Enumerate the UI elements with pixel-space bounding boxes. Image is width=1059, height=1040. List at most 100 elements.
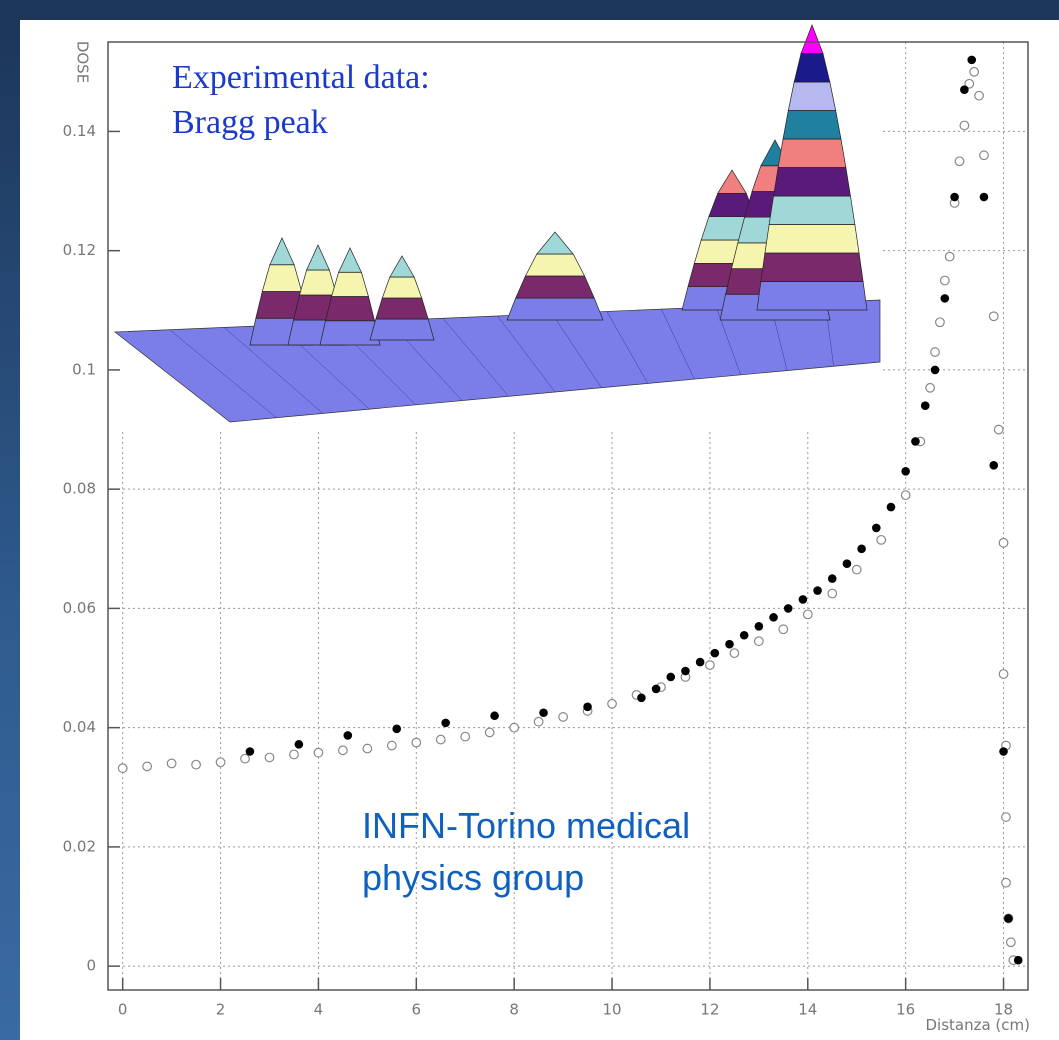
data-point <box>142 761 153 772</box>
y-tick-label: 0 <box>86 957 96 975</box>
data-point <box>710 648 720 658</box>
data-point <box>989 461 999 470</box>
peak-band <box>787 81 837 111</box>
data-point <box>583 702 592 712</box>
peak-band <box>375 297 429 320</box>
data-point <box>117 763 128 774</box>
peak-band <box>369 318 435 341</box>
mesh-line <box>551 313 602 388</box>
data-point <box>998 669 1009 679</box>
data-point <box>901 466 910 476</box>
peak-band <box>800 24 824 54</box>
mesh-line <box>497 315 556 393</box>
data-point <box>783 604 793 613</box>
data-point <box>240 753 250 764</box>
data-point <box>392 724 402 734</box>
data-point <box>778 624 789 635</box>
data-point <box>802 609 813 620</box>
data-point <box>1001 877 1011 888</box>
peak-band <box>773 167 851 197</box>
peak-band <box>536 231 574 255</box>
y-tick-label: 0.02 <box>63 837 96 855</box>
data-point <box>289 749 299 760</box>
data-point <box>954 156 965 167</box>
data-point <box>964 78 975 89</box>
data-point <box>215 757 226 768</box>
axes: 0 0.02 0.04 0.06 0.08 0.1 0.12 0.14 0 2 4 6 8 10 12 14 1… <box>63 41 1029 1019</box>
data-point <box>1001 812 1011 822</box>
peak-band <box>760 252 864 282</box>
x-tick-label: 14 <box>798 1001 817 1019</box>
annotation: INFN-Torino medical <box>362 805 690 846</box>
x-tick-label: 4 <box>314 1001 324 1019</box>
data-point <box>930 365 940 375</box>
data-point <box>651 684 661 694</box>
annotation: Bragg peak <box>172 104 328 141</box>
grid <box>108 42 1028 990</box>
y-tick-label: 0.12 <box>63 241 96 259</box>
data-point <box>725 639 734 649</box>
data-point <box>851 564 862 575</box>
peak-band <box>764 224 860 254</box>
data-point <box>484 727 495 738</box>
data-point <box>876 534 887 545</box>
x-axis-label: Distanza (cm) <box>925 1016 1030 1034</box>
data-point <box>998 537 1009 548</box>
data-point <box>681 666 690 676</box>
labels: DOSE Distanza (cm) Experimental data: Bragg… <box>74 41 1031 1034</box>
data-point <box>827 588 838 599</box>
data-point <box>1004 914 1013 923</box>
data-point <box>993 424 1004 435</box>
data-point <box>769 613 778 622</box>
x-tick-label: 2 <box>216 1001 226 1019</box>
axes-frame <box>107 41 1029 991</box>
peak-band <box>338 247 362 273</box>
peak-band <box>782 110 842 140</box>
mesh-line <box>169 329 277 418</box>
data-point <box>313 747 324 758</box>
data-point <box>435 734 446 745</box>
peak-band <box>515 275 595 299</box>
peak-band <box>269 237 295 266</box>
x-tick-label: 0 <box>118 1001 128 1019</box>
data-point <box>637 693 646 703</box>
data-point <box>533 716 544 727</box>
data-point <box>441 718 450 728</box>
peak-band <box>717 169 747 194</box>
data-point <box>264 752 275 763</box>
data-point <box>411 737 422 748</box>
data-point <box>920 401 930 410</box>
annotation: Experimental data: <box>172 59 430 96</box>
data-point <box>842 559 852 568</box>
data-point <box>930 347 940 357</box>
data-point <box>959 120 970 131</box>
y-axis-label: DOSE <box>74 41 92 83</box>
mesh-line <box>661 309 695 380</box>
data-point <box>950 192 959 202</box>
data-point <box>490 711 499 721</box>
data-point <box>925 382 936 393</box>
data-point <box>935 317 945 328</box>
peak-band <box>777 138 847 168</box>
data-point <box>1013 955 1023 965</box>
peak-band <box>768 195 856 225</box>
data-point <box>813 586 822 595</box>
data-point <box>343 731 353 740</box>
annotation: physics group <box>362 857 584 898</box>
peak-band <box>506 297 604 321</box>
data-point <box>558 712 569 722</box>
data-point <box>969 66 980 77</box>
data-point <box>666 672 676 682</box>
peak-band <box>325 296 375 322</box>
data-point <box>967 55 977 65</box>
y-tick-label: 0.04 <box>63 718 96 736</box>
data-point <box>294 740 304 749</box>
data-point <box>979 192 989 202</box>
data-point <box>705 660 715 670</box>
data-point <box>1005 937 1016 948</box>
data-point <box>911 437 920 446</box>
data-point <box>900 490 911 501</box>
y-tick-label: 0.1 <box>72 360 96 378</box>
data-point <box>753 636 764 647</box>
